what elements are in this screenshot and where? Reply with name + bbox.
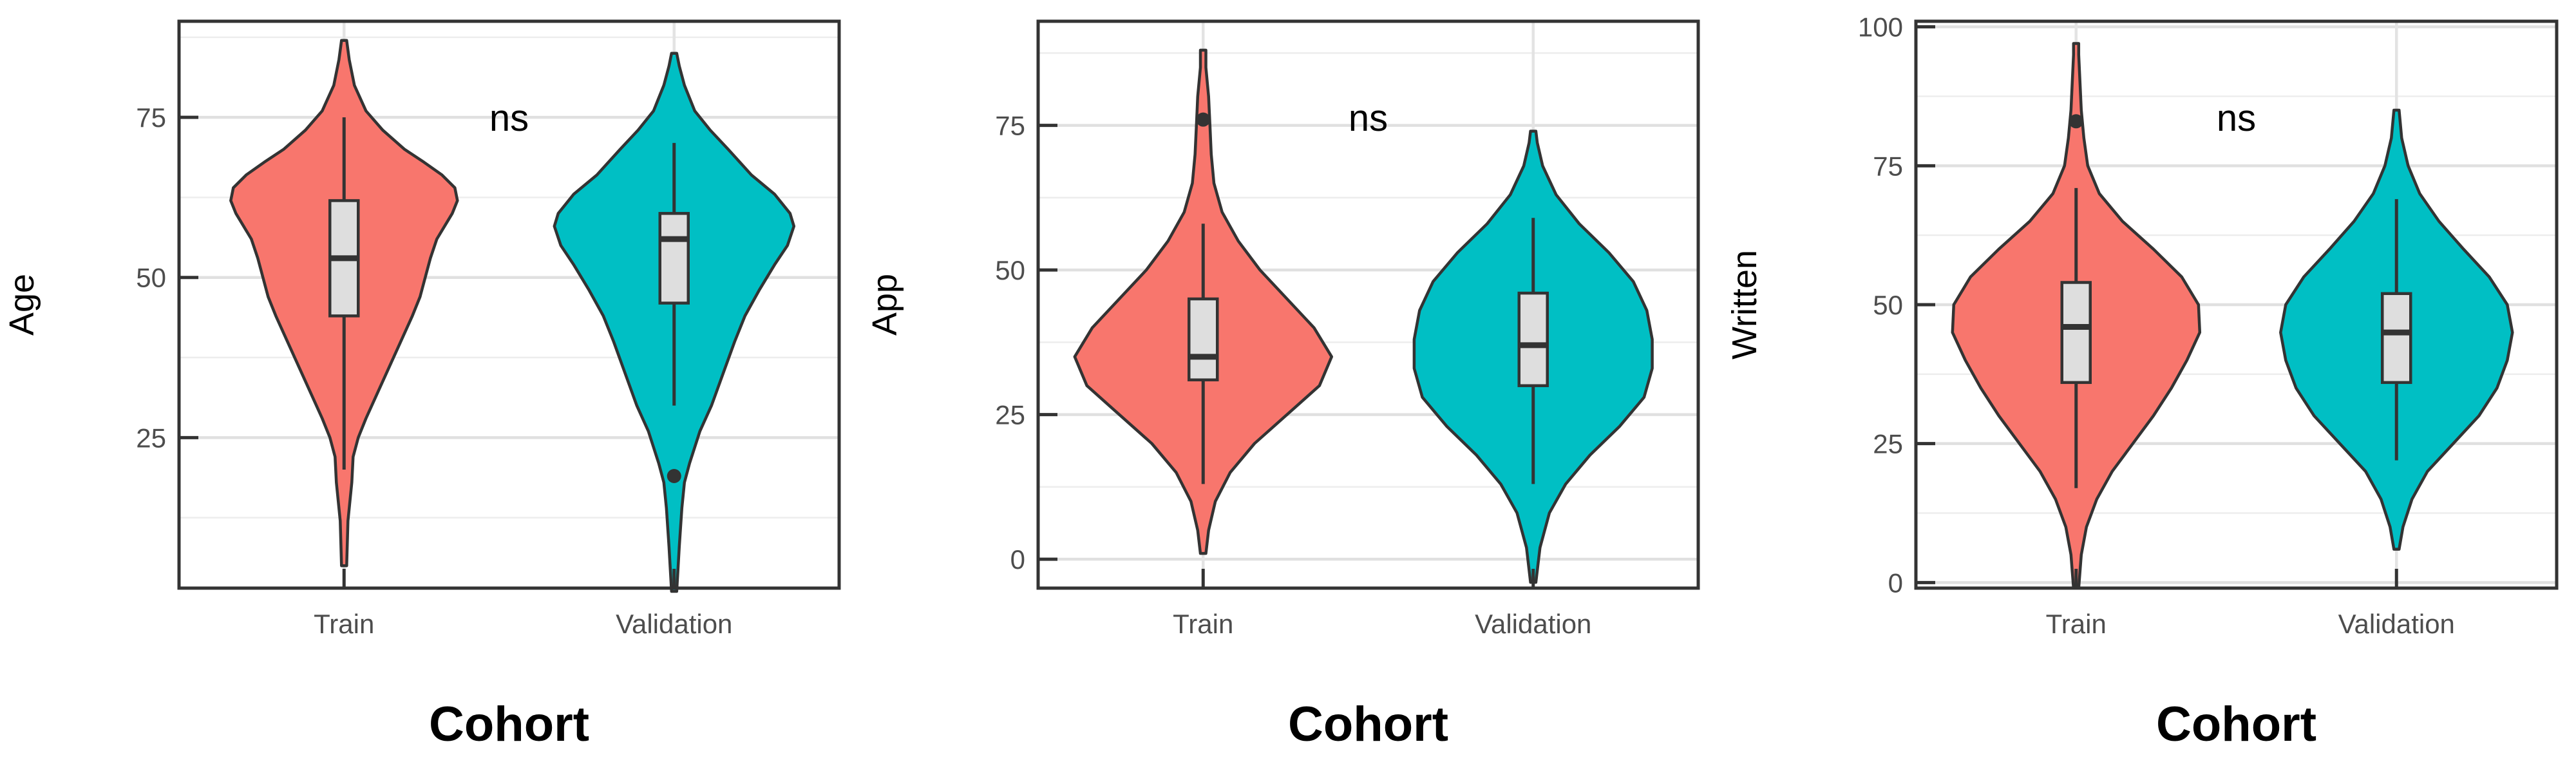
y-tick-label: 75 [995, 111, 1025, 141]
x-tick-label: Train [314, 609, 374, 639]
x-axis-title: Cohort [429, 697, 589, 752]
y-tick-label: 0 [1010, 544, 1025, 575]
y-tick-label: 50 [995, 255, 1025, 285]
x-tick-label: Validation [1475, 609, 1591, 639]
x-tick-label: Train [2046, 609, 2107, 639]
box-validation [658, 212, 690, 305]
significance-label: ns [489, 97, 529, 139]
significance-label: ns [1349, 97, 1388, 139]
x-tick-label: Train [1173, 609, 1233, 639]
outlier-point [667, 468, 681, 483]
box-train [1188, 297, 1219, 381]
plot-frame [177, 19, 841, 590]
age-violin-panel: ns 25 50 75 Train Validation Age Cohort [3, 19, 841, 752]
y-tick-label: 50 [136, 263, 166, 293]
y-tick-label: 25 [1873, 429, 1903, 459]
box-train [2060, 281, 2092, 385]
y-tick-label: 75 [1873, 151, 1903, 181]
y-tick-label: 50 [1873, 290, 1903, 320]
outlier-point [1196, 112, 1211, 127]
box-validation [1517, 291, 1549, 387]
y-axis-title: Written [1725, 250, 1764, 359]
y-axis-title: App [866, 274, 904, 336]
outlier-point [2069, 114, 2083, 129]
y-tick-label: 25 [995, 400, 1025, 430]
significance-label: ns [2217, 97, 2256, 139]
app-violin-panel: ns 0 25 50 75 Train Validation App Cohort [866, 19, 1700, 752]
y-tick-label: 100 [1858, 12, 1903, 43]
written-violin-panel: ns 0 25 50 75 100 Train Validation Written Cohort [1725, 12, 2559, 752]
y-tick-label: 0 [1888, 568, 1903, 598]
box-validation [2381, 292, 2412, 385]
y-tick-label: 25 [136, 423, 166, 453]
y-tick-label: 75 [136, 102, 166, 133]
x-axis-title: Cohort [1288, 697, 1448, 752]
x-tick-label: Validation [2338, 609, 2455, 639]
x-tick-label: Validation [616, 609, 732, 639]
y-axis-title: Age [3, 274, 41, 336]
x-axis-title: Cohort [2156, 697, 2316, 752]
plot-frame [1036, 19, 1700, 590]
